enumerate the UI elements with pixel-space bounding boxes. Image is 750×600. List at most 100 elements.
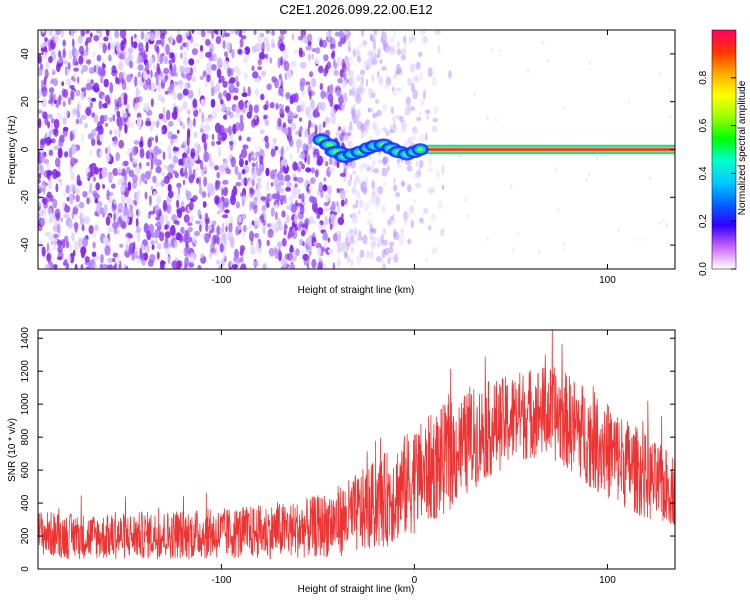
spectrogram-cell: [332, 262, 336, 269]
spectrogram-cell: [352, 204, 357, 209]
spectrogram-cell: [185, 244, 190, 255]
spectrogram-cell: [298, 47, 303, 58]
spectrogram-cell: [229, 83, 234, 91]
spectrogram-cell: [176, 34, 183, 44]
spectrogram-cell: [211, 109, 218, 120]
spectrogram-cell: [128, 60, 134, 69]
spectrogram-cell: [183, 214, 190, 223]
spectrogram-cell: [382, 103, 387, 112]
spectrogram-cell: [149, 123, 153, 132]
spectrogram-cell: [204, 232, 210, 244]
spectrogram-cell: [395, 63, 402, 75]
spectrogram-cell: [130, 122, 134, 129]
spectrogram-cell: [399, 115, 404, 123]
spectrogram-cell: [38, 118, 42, 129]
spectrogram-cell: [235, 227, 240, 236]
spectrogram-cell: [209, 78, 215, 87]
spectrogram-cell: [668, 87, 671, 92]
spectrogram-cell: [393, 30, 397, 37]
spectrogram-cell: [350, 81, 357, 87]
spectrogram-cell: [136, 209, 139, 216]
spectrogram-cell: [253, 30, 257, 35]
spectrogram-cell: [425, 132, 428, 141]
spectrogram-cell: [285, 146, 289, 152]
spectrogram-cell: [52, 234, 59, 239]
spectrogram-cell: [215, 36, 222, 45]
spectrogram-cell: [234, 30, 240, 35]
spectrogram-cell: [182, 101, 188, 111]
spectrogram-cell: [182, 88, 189, 96]
spectrogram-cell: [132, 158, 138, 164]
spectrogram-cell: [56, 112, 62, 122]
spectrogram-cell: [222, 40, 226, 50]
spectrogram-cell: [161, 52, 165, 57]
spectrogram-cell: [163, 67, 170, 75]
spectrogram-cell: [397, 40, 400, 49]
spectrogram-cell: [228, 140, 234, 146]
spectrogram-cell: [410, 106, 416, 111]
spectrogram-cell: [111, 140, 118, 147]
spectrogram-cell: [265, 140, 270, 149]
spectrogram-cell: [80, 248, 84, 258]
spectrogram-cell: [407, 77, 412, 86]
spectrogram-cell: [40, 43, 45, 49]
spectrogram-cell: [441, 184, 445, 191]
spectrogram-cell: [422, 207, 429, 214]
spectrogram-cell: [105, 30, 110, 37]
spectrogram-cell: [140, 30, 145, 40]
spectrogram-cell: [355, 236, 362, 241]
spectrogram-cell: [322, 184, 328, 192]
spectrogram-cell: [390, 106, 394, 115]
spectrogram-cell: [41, 86, 48, 97]
spectrogram-cell: [65, 68, 70, 74]
spectrogram-cell: [281, 91, 284, 98]
spectrogram-cell: [311, 122, 316, 128]
spectrogram-cell: [123, 37, 127, 45]
spectrogram-cell: [289, 244, 294, 253]
spectrogram-cell: [305, 81, 311, 86]
spectrogram-cell: [382, 41, 387, 51]
spectrogram-cell: [275, 184, 282, 195]
spectrogram-cell: [62, 101, 66, 107]
spectrogram-cell: [283, 229, 287, 236]
spectrogram-cell: [315, 47, 321, 54]
spectrogram-cell: [69, 193, 74, 205]
spectrogram-cell: [266, 239, 270, 247]
spectrogram-cell: [362, 121, 370, 133]
spectrogram-cell: [196, 30, 202, 35]
spectrogram-cell: [225, 168, 232, 175]
spectrogram-cell: [176, 194, 181, 199]
colorbar-tick-label: 0.2: [698, 214, 709, 228]
spectrogram-cell: [119, 51, 125, 61]
spectrogram-cell: [262, 219, 267, 226]
spectrogram-cell: [286, 181, 292, 188]
spectrogram-cell: [392, 177, 396, 185]
spectrogram-cell: [82, 237, 89, 248]
spectrogram-cell: [41, 30, 45, 33]
spectrogram-cell: [48, 56, 53, 64]
spectrogram-cell: [396, 87, 402, 92]
spectrogram-cell: [546, 58, 550, 63]
spectrogram-cell: [92, 82, 100, 93]
spectrogram-cell: [168, 59, 172, 65]
spectrogram-cell: [153, 145, 160, 156]
spectrogram-cell: [214, 179, 218, 191]
spectrogram-cell: [331, 201, 336, 212]
spectrogram-cell: [314, 208, 319, 215]
spectrogram-cell: [69, 85, 75, 89]
spectrogram-cell: [109, 82, 114, 94]
spectrogram-cell: [149, 32, 156, 42]
spectrogram-cell: [410, 82, 415, 92]
y-tick-label: 400: [20, 494, 31, 511]
spectrogram-cell: [194, 167, 199, 172]
spectrogram-cell: [233, 87, 239, 94]
spectrogram-cell: [348, 46, 351, 53]
spectrogram-cell: [203, 151, 210, 163]
spectrogram-cell: [319, 82, 324, 91]
spectrogram-cell: [240, 263, 247, 269]
spectrogram-cell: [152, 120, 156, 127]
spectrogram-cell: [99, 207, 105, 215]
spectrogram-cell: [275, 211, 278, 221]
spectrogram-cell: [135, 217, 139, 227]
spectrogram-cell: [65, 240, 70, 249]
